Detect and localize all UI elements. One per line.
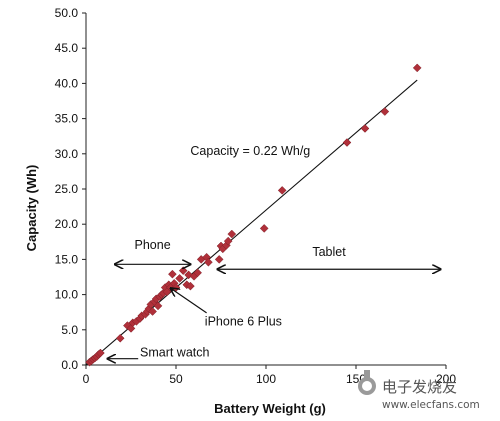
x-tick-label: 50 (169, 372, 183, 386)
data-point (204, 257, 213, 267)
watermark-url: www.elecfans.com (382, 399, 480, 411)
trendline-label: Capacity = 0.22 Wh/g (190, 144, 310, 158)
y-axis-label: Capacity (Wh) (24, 165, 39, 252)
axes (85, 13, 446, 366)
data-point (277, 186, 287, 195)
data-point (153, 301, 163, 311)
x-tick-group: 0 50 100 150 200 (83, 365, 456, 386)
y-tick-label: 10.0 (55, 288, 79, 302)
y-tick-group: 0.0 5.0 10.0 15.0 20.0 25.0 30.0 35.0 40.0 45.0 50… (55, 6, 86, 372)
x-tick-label: 100 (256, 372, 276, 386)
data-point (412, 63, 422, 73)
data-point (259, 224, 269, 233)
y-tick-label: 30.0 (55, 147, 79, 161)
watermark-brand-mark: 电子发烧友 (382, 378, 457, 396)
y-tick-label: 45.0 (55, 41, 79, 55)
data-point (186, 281, 195, 291)
data-point (148, 307, 157, 316)
data-point (360, 124, 370, 133)
data-point (115, 333, 125, 343)
y-tick-label: 0.0 (61, 358, 78, 372)
data-point (342, 138, 352, 147)
x-tick-label: 200 (436, 372, 456, 386)
data-point (214, 255, 224, 264)
data-point (96, 348, 105, 358)
tablet-label: Tablet (312, 245, 346, 259)
data-point (193, 268, 202, 278)
watermark-logo-icon (358, 370, 376, 395)
y-tick-label: 20.0 (55, 217, 79, 231)
annotations: Phone Tablet iPhone 6 Plus Smart watch (108, 238, 441, 360)
data-point (168, 269, 177, 279)
data-point (380, 107, 390, 116)
phone-label: Phone (135, 238, 171, 252)
y-tick-label: 5.0 (61, 323, 78, 337)
iphone-6-plus-label: iPhone 6 Plus (205, 315, 282, 329)
y-tick-label: 35.0 (55, 112, 79, 126)
y-tick-label: 50.0 (55, 6, 79, 20)
smart-watch-label: Smart watch (140, 346, 210, 360)
data-point (227, 229, 237, 239)
y-tick-label: 15.0 (55, 252, 79, 266)
data-point (175, 274, 184, 283)
x-tick-label: 0 (83, 372, 90, 386)
x-axis-label: Battery Weight (g) (214, 401, 326, 416)
y-axis-title: Capacity (Wh) (24, 165, 39, 252)
data-points (85, 63, 422, 367)
y-tick-label: 25.0 (55, 182, 79, 196)
y-tick-label: 40.0 (55, 76, 79, 90)
watermark: 电子发烧友 www.elecfans.com (358, 370, 480, 411)
iphone-6-plus-arrow (171, 288, 207, 314)
data-point (223, 236, 233, 246)
